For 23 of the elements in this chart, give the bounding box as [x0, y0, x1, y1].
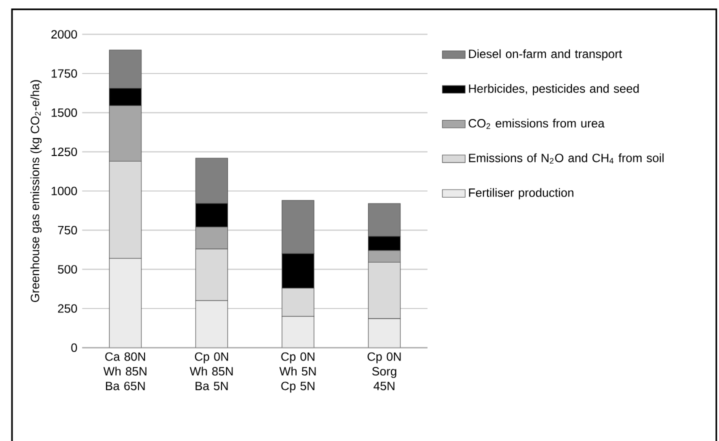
y-tick-label: 1000 — [52, 186, 77, 196]
y-tick-label: 1750 — [52, 69, 77, 78]
legend-label: CO$_{2}$ emissions from urea — [468, 118, 605, 129]
y-tick-label: 250 — [58, 304, 77, 313]
y-tick-label: 2000 — [51, 30, 77, 39]
bar — [195, 300, 228, 348]
y-tick-label: 750 — [58, 226, 77, 234]
x-tick-label: Cp 0N Wh 85N Ba 5N — [190, 352, 233, 390]
bar — [109, 258, 142, 348]
x-tick-label: Ca 80N Wh 85N Ba 65N — [103, 352, 146, 390]
y-tick-label: 500 — [58, 265, 77, 274]
legend-label: Fertiliser production — [469, 188, 574, 200]
legend-label: Diesel on-farm and transport — [469, 49, 622, 61]
bar — [282, 316, 314, 348]
y-axis-title: Greenhouse gas emissions (kg CO$_{2}$-e/ha) — [30, 80, 42, 302]
bar — [368, 318, 401, 348]
y-tick-label: 0 — [71, 343, 77, 352]
legend-label: Emissions of N$_{2}$O and CH$_{4}$ from soil — [469, 153, 664, 164]
x-tick-label: Cp 0N Wh 5N Cp 5N — [279, 352, 316, 393]
legend-label: Herbicides, pesticides and seed — [469, 84, 639, 96]
x-tick-label: Cp 0N Sorg 45N — [368, 352, 401, 390]
y-tick-label: 1250 — [52, 148, 77, 156]
y-tick-label: 1500 — [52, 108, 77, 117]
